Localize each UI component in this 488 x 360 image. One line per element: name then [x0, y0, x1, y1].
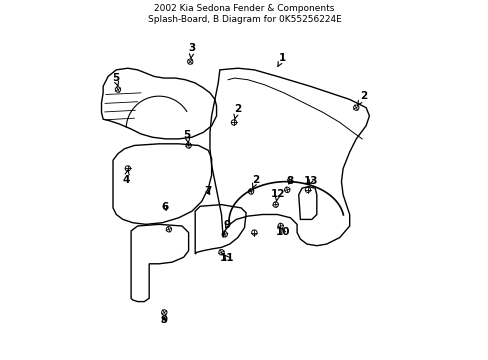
Text: 3: 3	[188, 44, 195, 59]
Text: 2: 2	[357, 91, 366, 105]
Title: 2002 Kia Sedona Fender & Components
Splash-Board, B Diagram for 0K55256224E: 2002 Kia Sedona Fender & Components Spla…	[147, 4, 341, 23]
Text: 8: 8	[285, 176, 293, 186]
Text: 5: 5	[111, 73, 119, 86]
Text: 12: 12	[270, 189, 285, 202]
Text: 5: 5	[183, 130, 190, 143]
Text: 9: 9	[160, 315, 167, 325]
Text: 11: 11	[220, 253, 234, 263]
Text: 2: 2	[252, 175, 259, 188]
Text: 7: 7	[203, 186, 211, 196]
Text: 6: 6	[162, 202, 168, 212]
Text: 9: 9	[223, 220, 230, 230]
Text: 4: 4	[122, 170, 130, 185]
Text: 1: 1	[277, 53, 285, 66]
Text: 13: 13	[303, 176, 318, 186]
Text: 10: 10	[275, 226, 290, 237]
Text: 2: 2	[233, 104, 241, 120]
